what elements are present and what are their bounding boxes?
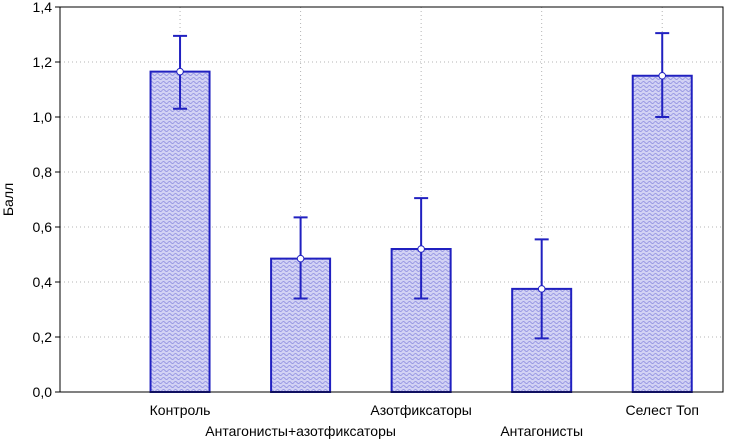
- y-axis-label: Балл: [0, 183, 16, 216]
- mean-marker-1: [176, 67, 184, 76]
- y-tick-label: 0,2: [33, 329, 53, 345]
- y-tick-label: 0,4: [33, 274, 53, 290]
- plot-frame: [59, 6, 724, 393]
- y-axis-ticks: 0,0 0,2 0,4 0,6 0,8 1,0 1,2 1,4: [33, 0, 60, 400]
- category-label-5: Селест Топ: [625, 402, 699, 418]
- y-tick-label: 0,8: [33, 164, 53, 180]
- mean-marker-3: [417, 245, 425, 253]
- mean-marker-5: [658, 71, 667, 80]
- bar-5: [631, 74, 693, 393]
- y-tick-label: 1,2: [33, 54, 53, 70]
- mean-marker-4: [537, 285, 546, 293]
- y-tick-label: 0,0: [33, 384, 53, 400]
- error-bars: [173, 32, 670, 340]
- x-axis-categories: Контроль Антагонисты+азотфиксаторы Азотфик…: [150, 402, 699, 439]
- mean-marker-2: [296, 254, 305, 263]
- category-label-1: Контроль: [150, 402, 211, 418]
- y-tick-label: 0,6: [33, 219, 53, 235]
- category-label-3: Азотфиксаторы: [370, 402, 471, 418]
- bar-1: [149, 70, 211, 393]
- y-tick-label: 1,4: [33, 0, 53, 15]
- y-tick-label: 1,0: [33, 109, 53, 125]
- category-label-4: Антагонисты: [500, 423, 583, 439]
- category-label-2: Антагонисты+азотфиксаторы: [205, 423, 396, 439]
